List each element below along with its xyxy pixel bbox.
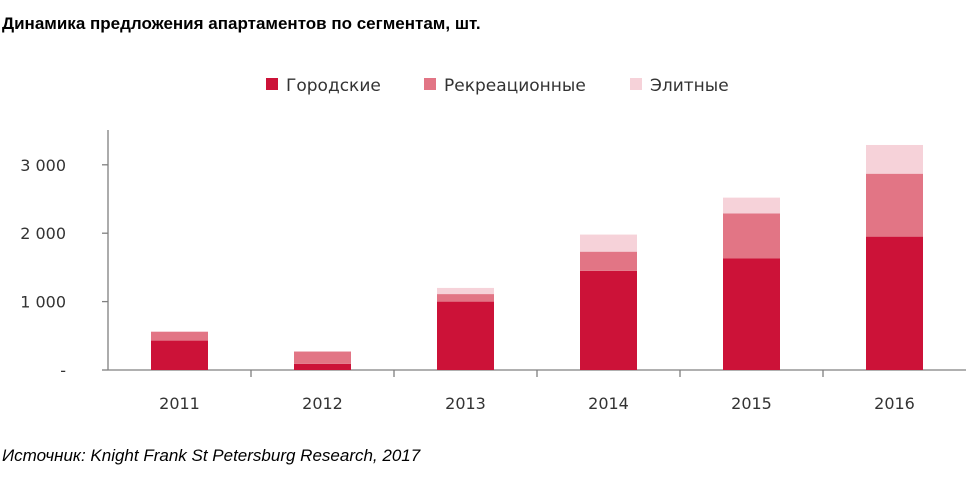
axes: - 1 000 2 000 3 000 (20, 130, 966, 380)
legend: Городские Рекреационные Элитные (266, 76, 729, 96)
x-tick-labels: 2011 2012 2013 2014 2015 2016 (159, 394, 915, 413)
bars (151, 144, 923, 370)
bar-segment (437, 287, 494, 295)
x-tick-label: 2015 (731, 394, 772, 413)
bar-segment (294, 351, 351, 364)
bar-segment (151, 331, 208, 341)
legend-swatch (266, 78, 278, 90)
bar-segment (866, 144, 923, 174)
bar-segment (723, 213, 780, 259)
bar-segment (294, 363, 351, 370)
legend-swatch (630, 78, 642, 90)
bar-segment (151, 340, 208, 370)
x-tick-label: 2013 (445, 394, 486, 413)
legend-label: Рекреационные (444, 76, 586, 96)
bar-segment (437, 294, 494, 302)
legend-label: Городские (286, 76, 381, 96)
x-tick-label: 2014 (588, 394, 629, 413)
x-tick-label: 2016 (874, 394, 915, 413)
legend-swatch (424, 78, 436, 90)
y-tick-label: 3 000 (20, 156, 66, 175)
x-tick-label: 2011 (159, 394, 200, 413)
y-tick-label: 1 000 (20, 293, 66, 312)
bar-segment (437, 301, 494, 370)
bar-segment (723, 197, 780, 214)
legend-label: Элитные (650, 76, 729, 96)
legend-item: Городские (266, 76, 381, 96)
x-tick-label: 2012 (302, 394, 343, 413)
y-tick-label: - (60, 361, 66, 380)
bar-segment (866, 173, 923, 237)
bar-segment (580, 234, 637, 252)
source-note: Источник: Knight Frank St Petersburg Res… (2, 446, 421, 465)
bar-segment (580, 270, 637, 370)
chart-title: Динамика предложения апартаментов по сег… (2, 14, 481, 33)
legend-item: Рекреационные (424, 76, 586, 96)
y-tick-label: 2 000 (20, 224, 66, 243)
bar-segment (580, 251, 637, 271)
bar-segment (866, 236, 923, 370)
bar-segment (723, 258, 780, 370)
legend-item: Элитные (630, 76, 729, 96)
